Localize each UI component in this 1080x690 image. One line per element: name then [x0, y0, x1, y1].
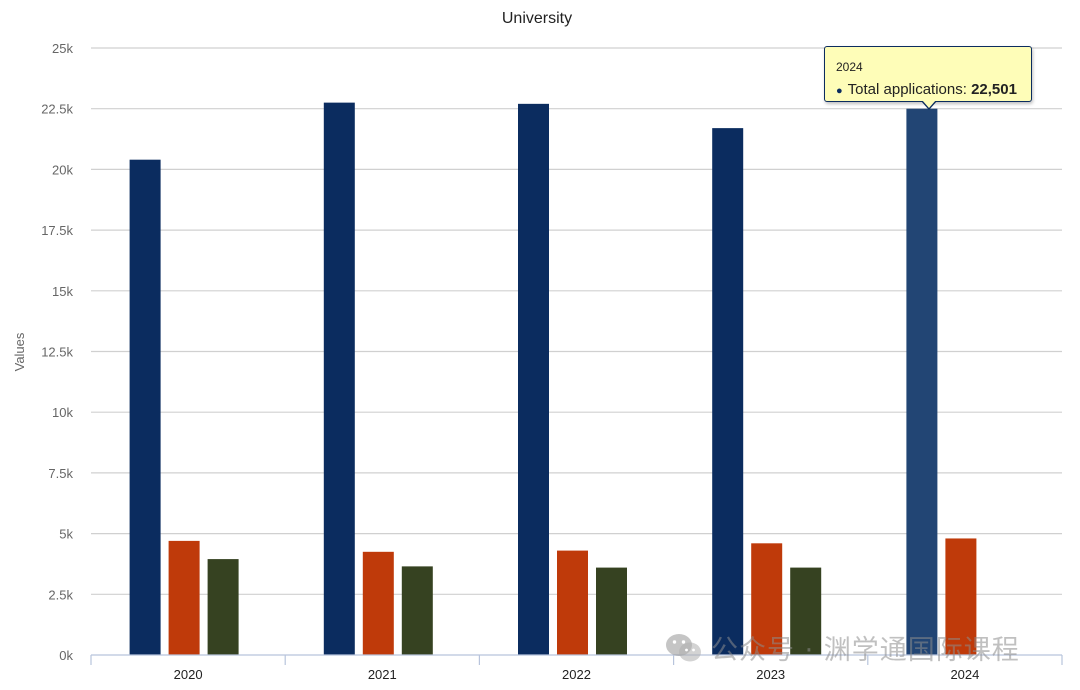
y-tick-label: 20k — [52, 162, 73, 177]
bar-2024-s1[interactable] — [906, 108, 938, 655]
x-tick-label: 2020 — [174, 667, 203, 682]
bar-2023-s3[interactable] — [790, 567, 822, 655]
y-tick-label: 7.5k — [48, 466, 73, 481]
y-tick-label: 2.5k — [48, 587, 73, 602]
tooltip-pointer-fill — [922, 100, 936, 108]
x-tick-label: 2024 — [950, 667, 979, 682]
bar-2024-s2[interactable] — [945, 538, 977, 655]
watermark-text: 公众号 · 渊学通国际课程 — [711, 635, 1020, 666]
y-tick-label: 17.5k — [41, 223, 73, 238]
x-axis: 2020 2021 2022 2023 2024 — [90, 654, 1063, 682]
y-tick-label: 10k — [52, 405, 73, 420]
bar-2022-s3[interactable] — [596, 567, 627, 655]
x-tick-label: 2022 — [562, 667, 591, 682]
bar-2020-s3[interactable] — [207, 559, 239, 655]
bar-2022-s1[interactable] — [518, 103, 549, 656]
bar-2021-s2[interactable] — [362, 551, 394, 655]
y-tick-label: 15k — [52, 284, 73, 299]
y-axis-label: Values — [12, 332, 27, 371]
bar-2020-s1[interactable] — [129, 159, 161, 656]
y-axis-ticks: 0k 2.5k 5k 7.5k 10k 12.5k 15k 17.5k 20k 22.5k 25k — [41, 41, 73, 663]
y-tick-label: 5k — [59, 527, 73, 542]
y-tick-label: 22.5k — [41, 102, 73, 117]
tooltip-value: 22,501 — [971, 81, 1017, 98]
chart-title: University — [502, 10, 572, 27]
y-tick-label: 0k — [59, 648, 73, 663]
watermark: 公众号 · 渊学通国际课程 — [665, 628, 1020, 667]
tooltip: 2024 ● Total applications: 22,501 — [824, 46, 1032, 102]
bar-2021-s3[interactable] — [401, 566, 433, 655]
x-tick-label: 2023 — [756, 667, 785, 682]
bar-2023-s1[interactable] — [712, 128, 744, 655]
x-tick-label: 2021 — [368, 667, 397, 682]
y-tick-label: 12.5k — [41, 345, 73, 360]
wechat-icon — [666, 633, 701, 661]
bar-2021-s1[interactable] — [323, 102, 355, 655]
bars — [129, 102, 977, 656]
y-tick-label: 25k — [52, 41, 73, 56]
tooltip-series-label: Total applications: — [847, 81, 967, 98]
bar-2023-s2[interactable] — [751, 543, 783, 655]
bar-2020-s2[interactable] — [168, 540, 200, 655]
tooltip-series-dot: ● — [836, 85, 843, 97]
bar-2022-s2[interactable] — [557, 550, 588, 655]
tooltip-category: 2024 — [836, 60, 863, 74]
